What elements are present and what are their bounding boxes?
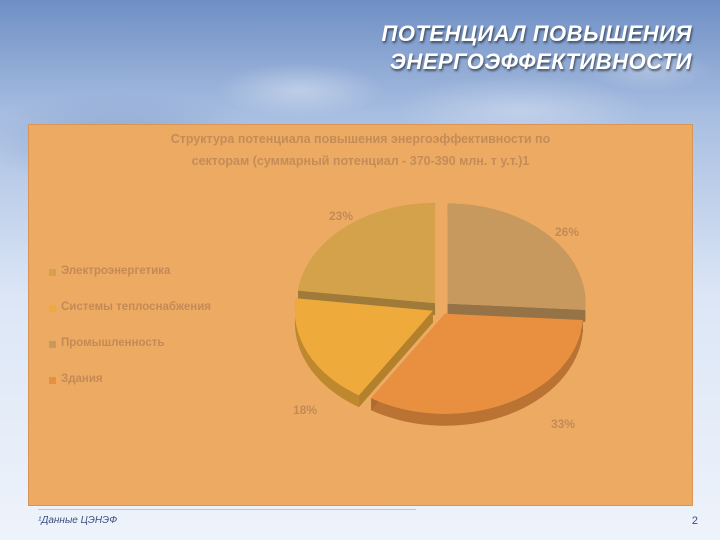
chart-title-line2: секторам (суммарный потенциал - 370-390 … bbox=[191, 154, 530, 168]
slide-title-line2: ЭНЕРГОЭФФЕКТИВНОСТИ bbox=[390, 49, 692, 74]
pie-slice bbox=[371, 313, 583, 414]
legend-label: Электроэнергетика bbox=[61, 265, 171, 277]
chart-title-line1: Структура потенциала повышения энергоэфф… bbox=[170, 132, 551, 146]
legend-item: Системы теплоснабжения bbox=[49, 301, 269, 317]
footnote-divider bbox=[38, 509, 416, 510]
chart-panel: Структура потенциала повышения энергоэфф… bbox=[28, 124, 693, 506]
legend-label: Системы теплоснабжения bbox=[61, 301, 211, 313]
legend-label: Промышленность bbox=[61, 337, 165, 349]
data-label-electro: 23% bbox=[329, 209, 354, 223]
legend-item: Электроэнергетика bbox=[49, 265, 269, 281]
slide-title-line1: ПОТЕНЦИАЛ ПОВЫШЕНИЯ bbox=[381, 21, 692, 46]
pie-slice bbox=[298, 203, 436, 304]
legend-item: Здания bbox=[49, 373, 269, 389]
pie-slice-wall bbox=[447, 303, 586, 322]
pie-chart bbox=[294, 203, 586, 426]
legend-swatch bbox=[49, 305, 56, 312]
pie-slice-side bbox=[294, 298, 359, 408]
legend-swatch bbox=[49, 341, 56, 348]
data-label-industry: 26% bbox=[555, 225, 580, 239]
legend-swatch bbox=[49, 269, 56, 276]
legend-swatch bbox=[49, 377, 56, 384]
legend-item: Промышленность bbox=[49, 337, 269, 353]
legend-label: Здания bbox=[61, 373, 103, 385]
pie-slice bbox=[447, 203, 586, 310]
pie-slice-wall bbox=[358, 310, 433, 408]
pie-slice-side bbox=[371, 320, 583, 426]
slide-title: ПОТЕНЦИАЛ ПОВЫШЕНИЯ ЭНЕРГОЭФФЕКТИВНОСТИ bbox=[382, 20, 692, 76]
footnote: ¹Данные ЦЭНЭФ bbox=[38, 515, 118, 526]
pie-slice bbox=[294, 298, 433, 396]
data-label-buildings: 33% bbox=[551, 417, 576, 431]
data-label-heat: 18% bbox=[293, 403, 318, 417]
page-number: 2 bbox=[691, 515, 698, 527]
